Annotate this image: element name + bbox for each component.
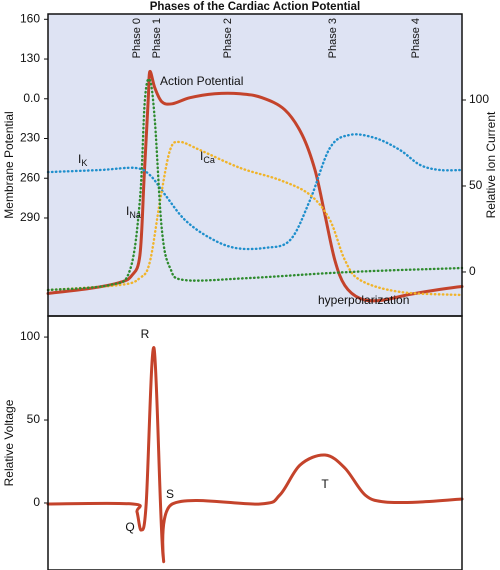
- top-panel: [48, 14, 462, 316]
- y-tick-label: 260: [20, 170, 40, 184]
- phase-label: Phase 1: [151, 18, 163, 58]
- y2-tick-label: 0: [469, 264, 476, 278]
- y2-tick-label: 50: [469, 178, 483, 192]
- panel-border: [47, 315, 463, 570]
- y2-tick-label: 100: [469, 92, 489, 106]
- annotation: T: [321, 477, 329, 491]
- annotation: R: [141, 327, 150, 341]
- y-tick-label: 290: [20, 210, 40, 224]
- series-label: ICa: [200, 149, 215, 165]
- phase-label: Phase 2: [222, 18, 234, 58]
- y-axis-label: Membrane Potential: [2, 111, 16, 218]
- series-line: [46, 70, 464, 303]
- annotation: S: [166, 487, 174, 501]
- series-line: [46, 140, 464, 297]
- series-label: IK: [78, 152, 87, 168]
- annotation: Q: [125, 520, 134, 534]
- phase-label: Phase 0: [131, 18, 143, 58]
- y-axis-label: Relative Voltage: [2, 399, 16, 486]
- series-line: [46, 133, 464, 251]
- y-tick-label: 100: [20, 329, 40, 343]
- annotation: hyperpolarization: [318, 293, 409, 307]
- chart-title: Phases of the Cardiac Action Potential: [150, 1, 360, 13]
- y-tick-label: 0: [33, 495, 40, 509]
- series-line: [46, 77, 464, 292]
- series-label: Action Potential: [160, 74, 243, 88]
- y-tick-label: 0.0: [23, 91, 40, 105]
- y-tick-label: 130: [20, 51, 40, 65]
- phase-label: Phase 3: [327, 18, 339, 58]
- y2-axis-label: Relative Ion Current: [484, 111, 498, 218]
- series-line: [46, 346, 464, 564]
- phase-label: Phase 4: [410, 18, 422, 58]
- y-tick-label: 50: [27, 412, 41, 426]
- y-tick-label: 230: [20, 131, 40, 145]
- y-tick-label: 160: [20, 11, 40, 25]
- series-label: INa: [126, 204, 141, 220]
